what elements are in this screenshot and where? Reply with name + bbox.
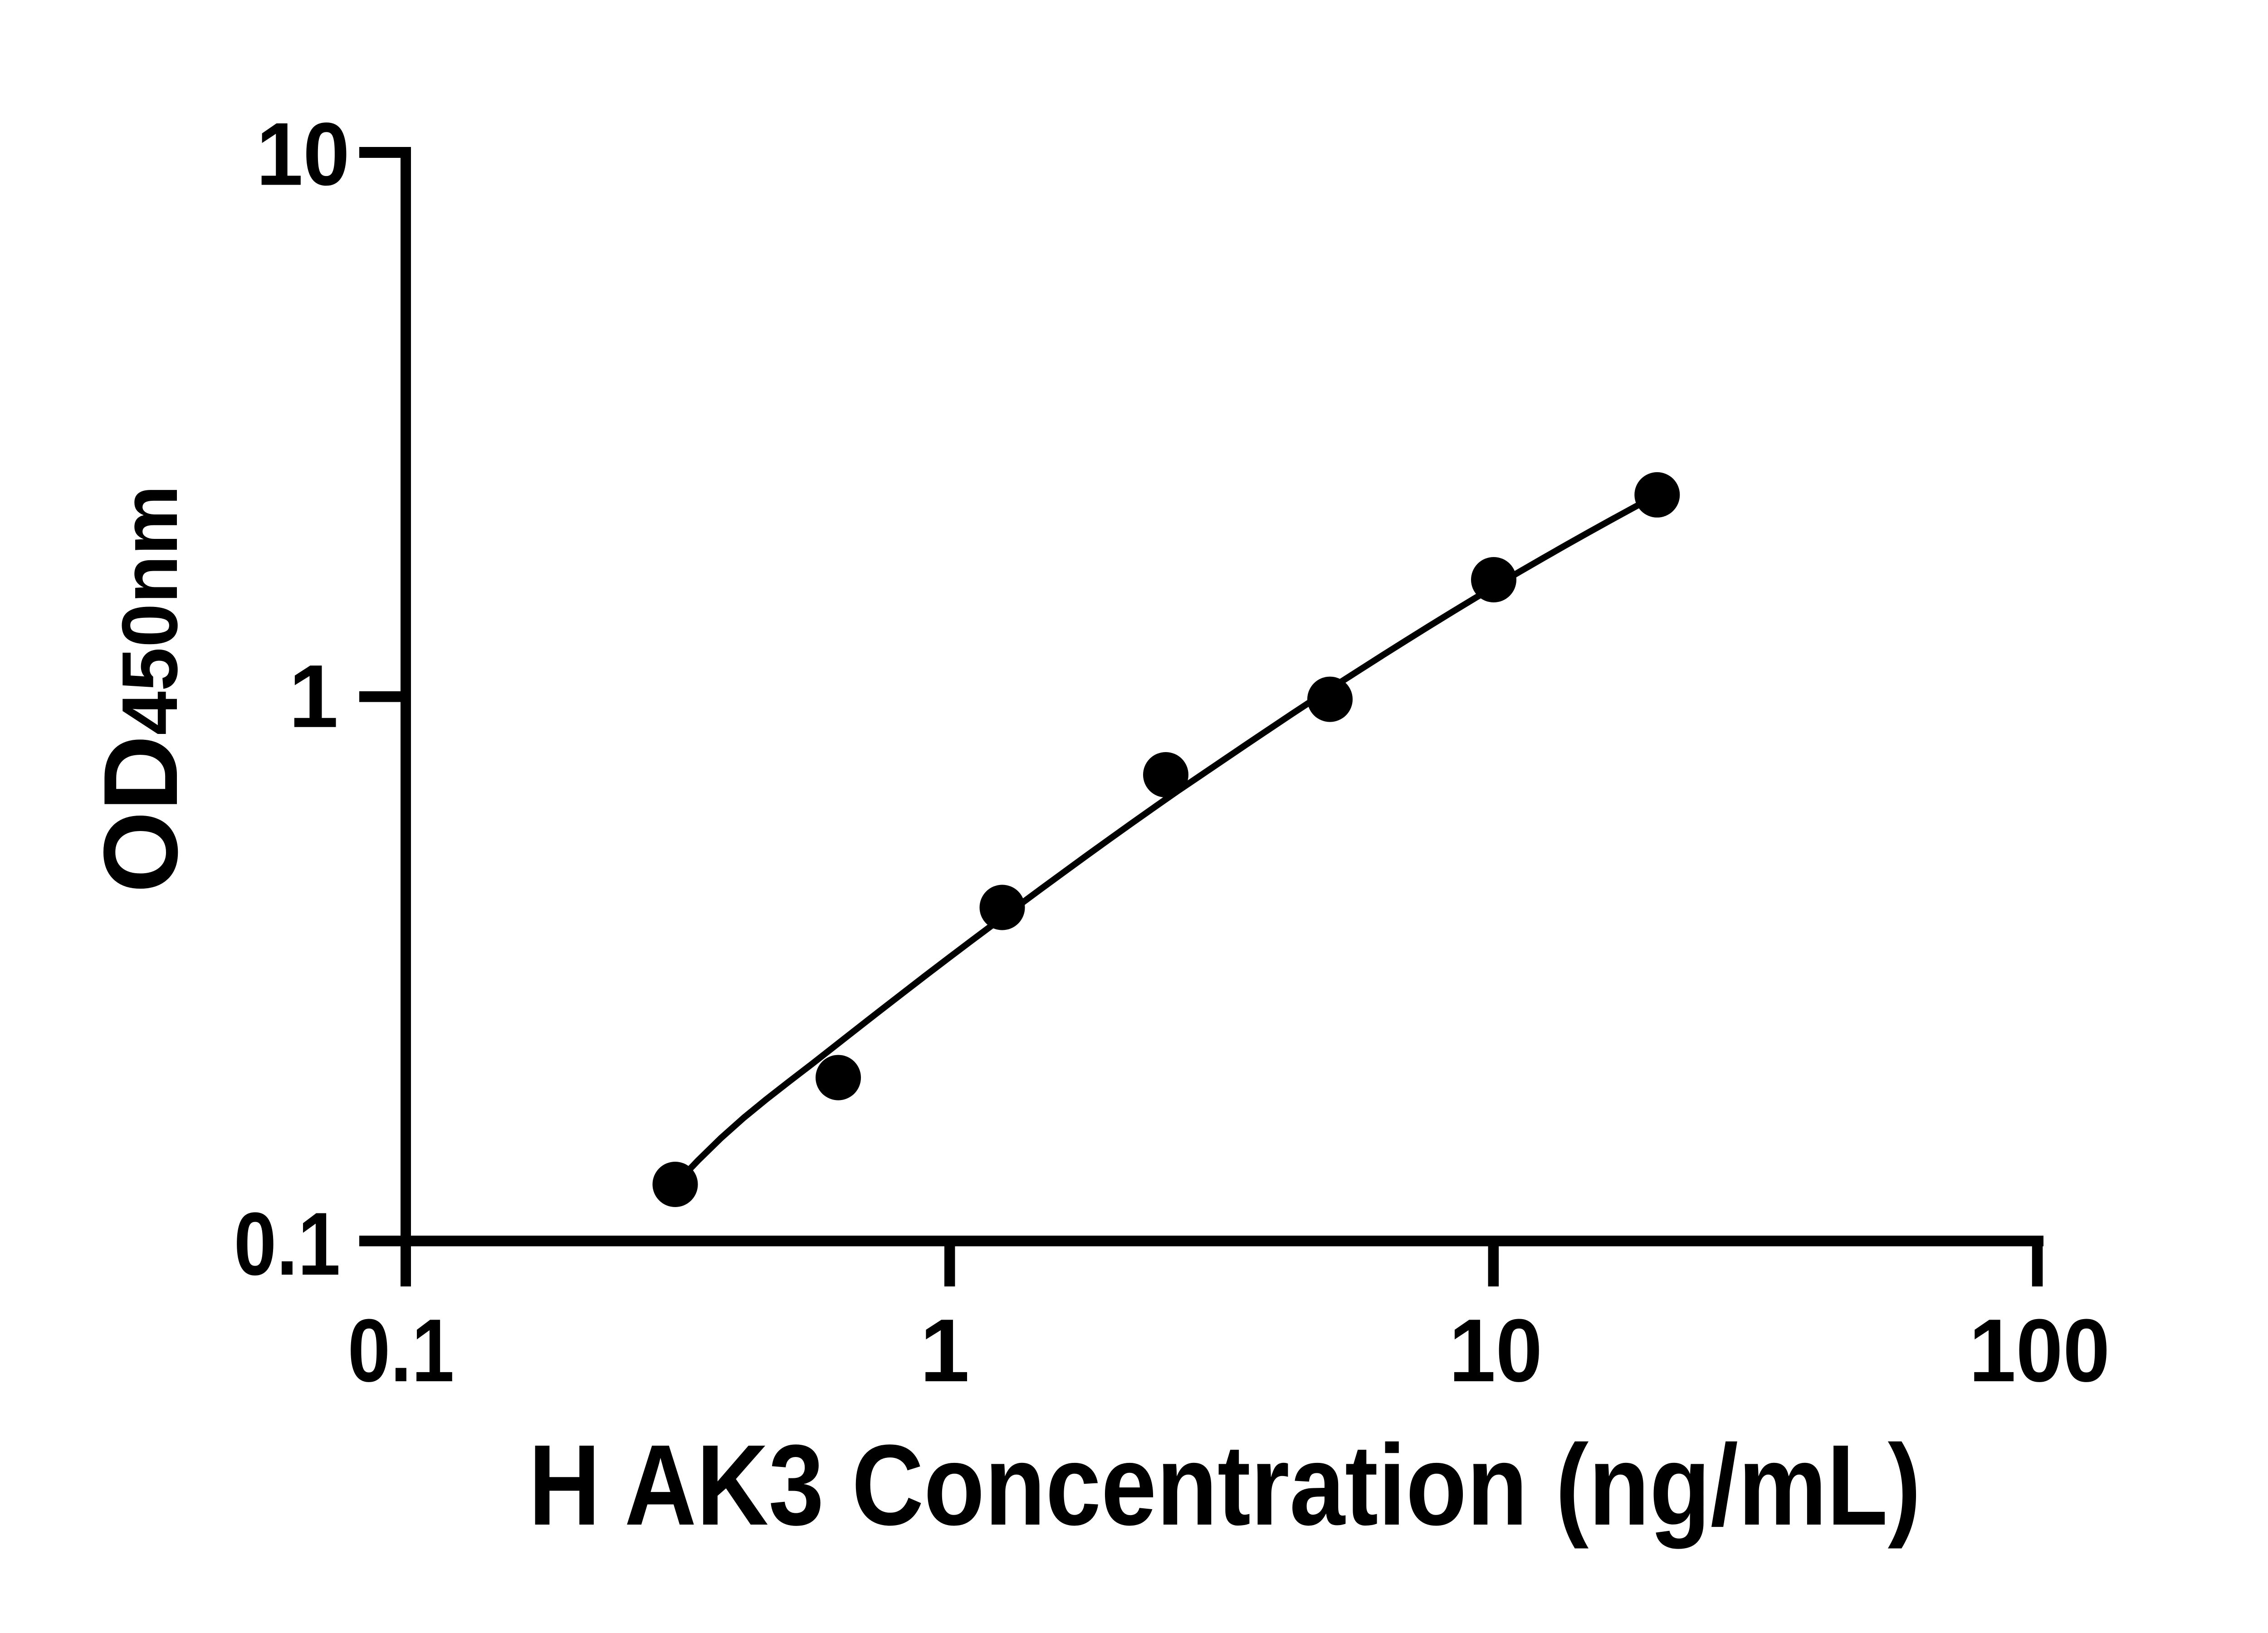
- svg-text:1: 1: [920, 1301, 970, 1400]
- svg-text:10: 10: [256, 104, 350, 204]
- svg-text:0.1: 0.1: [234, 1194, 341, 1294]
- svg-text:0.1: 0.1: [348, 1301, 455, 1400]
- svg-text:10: 10: [1449, 1301, 1542, 1400]
- svg-text:OD450nm: OD450nm: [82, 485, 200, 893]
- svg-text:H AK3 Concentration (ng/mL): H AK3 Concentration (ng/mL): [528, 1421, 1921, 1549]
- svg-text:1: 1: [288, 646, 338, 746]
- svg-text:100: 100: [1969, 1301, 2110, 1400]
